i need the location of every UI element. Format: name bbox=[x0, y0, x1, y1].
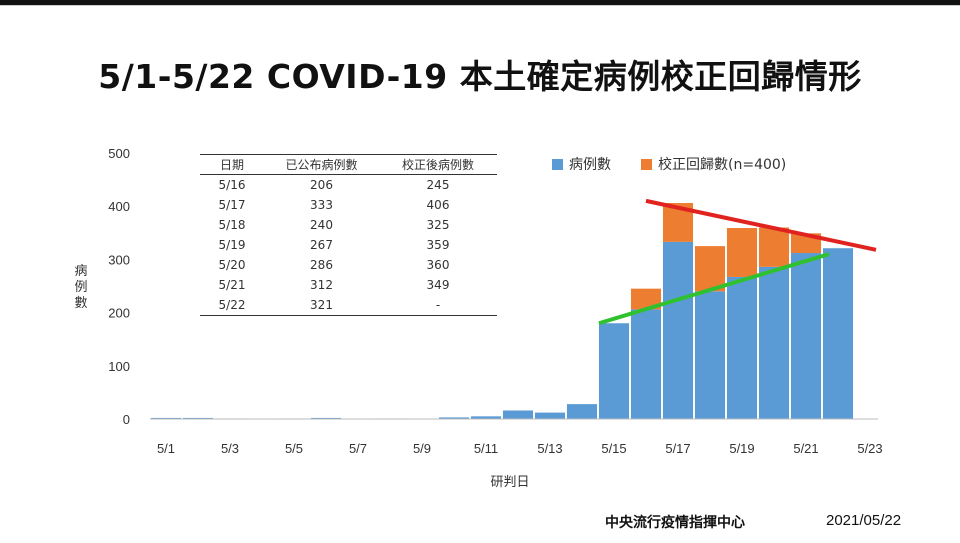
table-header-published: 已公布病例數 bbox=[264, 154, 379, 175]
y-tick-label: 0 bbox=[123, 412, 130, 427]
table-cell: 267 bbox=[310, 238, 333, 252]
table-row: 5/21 312 349 bbox=[200, 275, 497, 295]
y-tick-label: 200 bbox=[108, 306, 130, 321]
bar-cases bbox=[438, 417, 470, 419]
x-tick-label: 5/19 bbox=[729, 441, 754, 456]
bar-corrected bbox=[694, 246, 726, 292]
table-cell: 5/22 bbox=[200, 295, 264, 316]
table-cell: 5/21 bbox=[218, 278, 246, 292]
x-tick-label: 5/23 bbox=[857, 441, 882, 456]
table-row: 5/18 240 325 bbox=[200, 215, 497, 235]
table-cell: 240 bbox=[310, 218, 333, 232]
table-row: 5/22 321- bbox=[200, 295, 497, 316]
trend-line-red bbox=[645, 198, 877, 252]
table-cell: 321 bbox=[264, 295, 379, 316]
table-row: 5/16 206 245 bbox=[200, 175, 497, 196]
bar-corrected bbox=[630, 288, 662, 310]
table-cell: - bbox=[379, 295, 497, 316]
source-label: 中央流行疫情指揮中心 bbox=[605, 515, 745, 531]
chart-canvas: 0 100 200 300 400 500 5/1 5/3 5/5 5/7 5/9 5/11 5/13… bbox=[108, 146, 882, 456]
trend-line-green bbox=[598, 252, 830, 326]
x-tick-label: 5/11 bbox=[474, 441, 498, 456]
table-cell: 5/20 bbox=[218, 258, 246, 272]
x-tick-label: 5/15 bbox=[601, 441, 626, 456]
table-header-corrected: 校正後病例數 bbox=[379, 154, 497, 175]
legend-label-corrected: 校正回歸數(n=400) bbox=[658, 157, 787, 173]
table-cell: 245 bbox=[426, 178, 450, 192]
table-cell: 359 bbox=[426, 238, 450, 252]
bar-cases bbox=[694, 291, 726, 419]
bar-cases bbox=[822, 248, 854, 419]
bar-cases bbox=[598, 323, 630, 419]
slide: 5/1-5/22 COVID-19 本土確定病例校正回歸情形 0 100 200 30… bbox=[0, 5, 960, 543]
x-tick-label: 5/1 bbox=[157, 441, 175, 456]
table-cell: 406 bbox=[426, 198, 450, 212]
y-tick-label: 100 bbox=[108, 359, 130, 374]
bar-cases bbox=[502, 410, 534, 419]
x-axis-label: 研判日 bbox=[490, 475, 530, 490]
table-cell: 333 bbox=[310, 198, 333, 212]
x-tick-label: 5/9 bbox=[413, 441, 431, 456]
bar-cases bbox=[726, 276, 758, 419]
legend-item-corrected: 校正回歸數(n=400) bbox=[641, 154, 786, 174]
chart-title: 5/1-5/22 COVID-19 本土確定病例校正回歸情形 bbox=[98, 57, 862, 96]
table-cell: 360 bbox=[426, 258, 450, 272]
x-tick-label: 5/5 bbox=[285, 441, 303, 456]
legend-item-cases: 病例數 bbox=[552, 154, 611, 174]
x-tick-label: 5/21 bbox=[793, 441, 818, 456]
legend-swatch-cases bbox=[552, 158, 563, 170]
bar-corrected bbox=[726, 228, 758, 277]
table-cell: 5/16 bbox=[218, 178, 246, 192]
bar-cases bbox=[310, 417, 342, 419]
y-tick-label: 500 bbox=[108, 146, 130, 161]
table-header-date: 日期 bbox=[200, 154, 264, 175]
table-cell: 5/19 bbox=[218, 238, 246, 252]
x-tick-label: 5/7 bbox=[349, 441, 367, 456]
y-tick-label: 400 bbox=[108, 199, 130, 214]
y-tick-label: 300 bbox=[108, 252, 130, 267]
date-label: 2021/05/22 bbox=[826, 512, 902, 529]
bar-cases bbox=[758, 266, 790, 419]
table-row: 5/20 286 360 bbox=[200, 255, 497, 275]
table-cell: 325 bbox=[426, 218, 450, 232]
corrected-cases-table: 日期 已公布病例數 校正後病例數 5/16 206 245 5/17 333 406 5… bbox=[200, 154, 497, 316]
table-cell: 5/18 bbox=[218, 218, 246, 232]
bar-cases bbox=[790, 253, 822, 419]
table-cell: 286 bbox=[310, 258, 333, 272]
table-row: 5/17 333 406 bbox=[200, 195, 497, 215]
x-tick-label: 5/3 bbox=[221, 441, 239, 456]
bar-cases bbox=[662, 241, 694, 419]
bar-cases bbox=[534, 412, 566, 419]
legend-swatch-corrected bbox=[641, 158, 652, 170]
table-header-row: 日期 已公布病例數 校正後病例數 bbox=[200, 154, 497, 175]
bar-cases bbox=[566, 404, 598, 419]
bar-cases bbox=[150, 417, 182, 419]
table-cell: 206 bbox=[310, 178, 333, 192]
table-cell: 5/17 bbox=[218, 198, 246, 212]
table-cell: 349 bbox=[426, 278, 450, 292]
table-cell: 312 bbox=[310, 278, 333, 292]
x-tick-label: 5/17 bbox=[665, 441, 690, 456]
y-axis-label: 病例數 bbox=[74, 264, 88, 311]
bar-corrected bbox=[758, 227, 790, 267]
legend: 病例數 校正回歸數(n=400) bbox=[552, 154, 786, 174]
bar-cases bbox=[630, 309, 662, 419]
bar-cases bbox=[182, 417, 214, 419]
legend-label-cases: 病例數 bbox=[569, 157, 611, 173]
x-tick-label: 5/13 bbox=[537, 441, 562, 456]
table-row: 5/19 267 359 bbox=[200, 235, 497, 255]
bar-cases bbox=[470, 416, 502, 419]
